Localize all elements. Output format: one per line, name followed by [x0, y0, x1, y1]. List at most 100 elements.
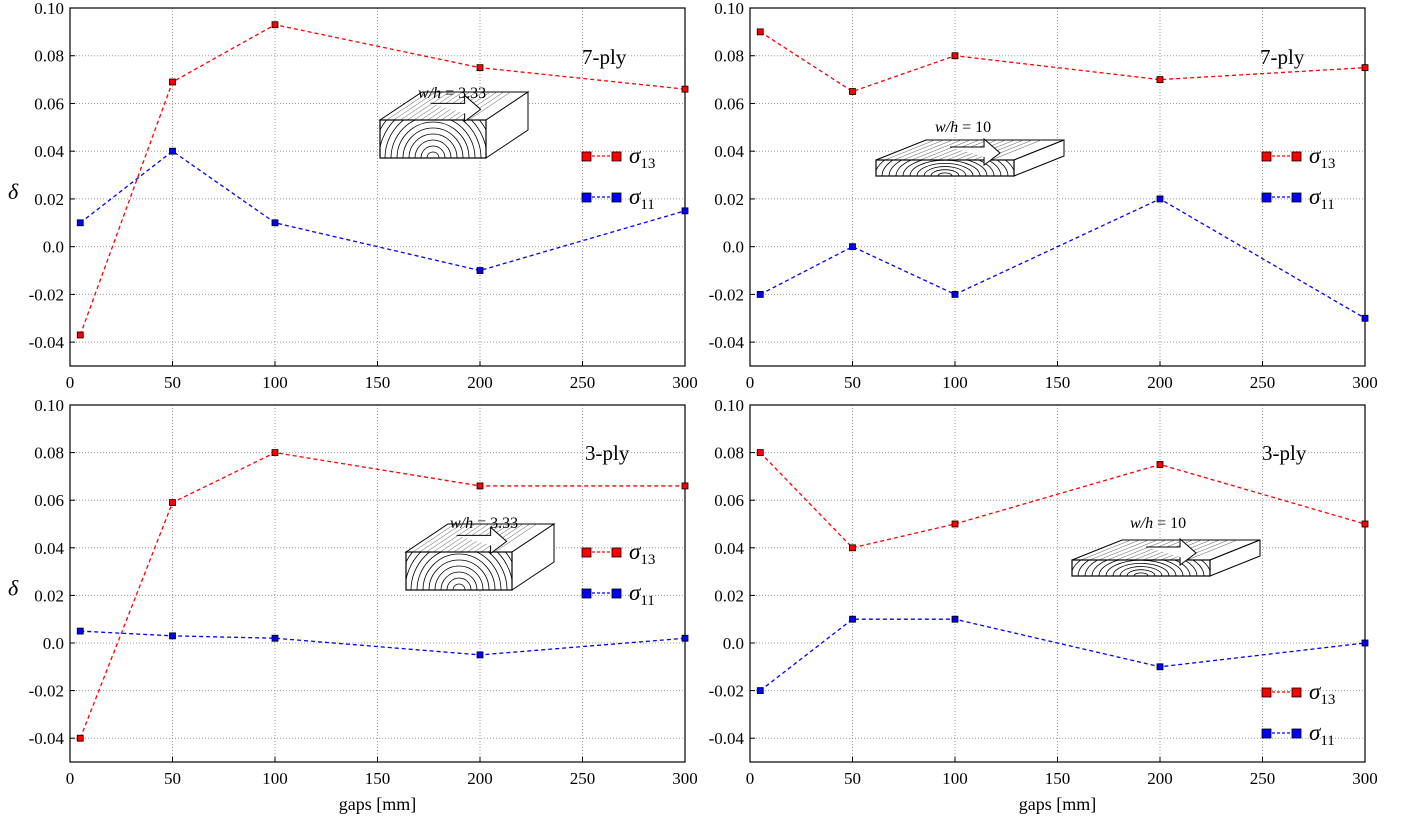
series-line-11	[759, 198, 1366, 319]
legend-symbol: σ	[629, 539, 642, 564]
beam-grain-line	[468, 91, 511, 121]
growth-rings	[380, 120, 486, 158]
data-point-11	[681, 207, 689, 215]
aspect-ratio-label: w/h = 3.33	[418, 85, 486, 102]
beam-front-face	[1071, 559, 1211, 577]
x-tick-label: 300	[672, 373, 698, 392]
legend-marker	[581, 547, 592, 558]
growth-ring-arc	[402, 127, 464, 158]
growth-ring-arc	[410, 552, 508, 590]
x-tick-label: 300	[1352, 373, 1378, 392]
growth-rings	[1072, 560, 1210, 576]
growth-ring-arc	[1126, 569, 1156, 576]
y-tick-label: 0.08	[34, 47, 64, 66]
beam-grain-line	[920, 139, 971, 161]
growth-ring-arc	[408, 133, 458, 158]
data-point-11	[271, 219, 279, 227]
data-point-13	[1156, 76, 1164, 83]
growth-ring-arc	[916, 163, 974, 176]
ply-label: 7-ply	[582, 45, 627, 69]
beam-grain-line	[439, 523, 483, 553]
data-point-11	[476, 651, 484, 659]
growth-ring-arc	[396, 121, 470, 158]
beam-grain-line	[386, 91, 429, 121]
aspect-ratio-value: = 10	[1153, 515, 1186, 532]
data-point-13	[951, 52, 959, 60]
y-tick-label: -0.04	[29, 729, 65, 748]
legend-marker	[611, 547, 622, 558]
y-tick-label: -0.04	[709, 729, 745, 748]
growth-ring-arc	[881, 160, 1009, 176]
x-tick-label: 0	[66, 373, 75, 392]
beam-grain-line	[393, 91, 436, 121]
legend-label: σ13	[1309, 679, 1335, 708]
beam-grain-line	[991, 139, 1042, 161]
gap-arrow-icon	[430, 94, 482, 123]
beam-grain-line	[884, 139, 935, 161]
series-line-11	[759, 618, 1366, 692]
x-tick-label: 50	[164, 373, 181, 392]
wood-beam-illustration	[404, 523, 556, 591]
beam-grain-line	[929, 139, 980, 161]
data-point-13	[849, 88, 856, 95]
wood-beam-illustration	[378, 91, 530, 159]
growth-ring-arc	[1077, 560, 1205, 576]
x-tick-label: 0	[66, 769, 75, 788]
growth-ring-arc	[434, 565, 484, 590]
data-point-13	[476, 64, 484, 72]
aspect-ratio-symbol: w/h	[1130, 515, 1153, 532]
x-tick-label: 300	[1352, 769, 1378, 788]
legend-marker	[1291, 687, 1302, 698]
x-tick-label: 50	[164, 769, 181, 788]
data-point-11	[169, 147, 176, 155]
x-tick-label: 250	[570, 769, 596, 788]
legend-symbol: σ	[1309, 143, 1322, 168]
y-tick-label: 0.08	[714, 47, 744, 66]
ply-label: 7-ply	[1260, 45, 1305, 69]
series-line-11	[80, 630, 686, 656]
legend-marker	[581, 192, 592, 203]
data-point-11	[169, 632, 176, 640]
x-tick-label: 0	[746, 373, 755, 392]
aspect-ratio-label: w/h = 3.33	[450, 515, 518, 532]
beam-grain-line	[494, 523, 537, 553]
x-axis-label: gaps [mm]	[1019, 794, 1096, 814]
growth-ring-arc	[1133, 572, 1149, 576]
x-tick-label: 150	[365, 373, 391, 392]
gap-arrow-icon	[1146, 537, 1197, 566]
growth-rings	[406, 552, 512, 590]
x-tick-label: 150	[1045, 769, 1071, 788]
y-tick-label: 0.0	[723, 634, 744, 653]
growth-ring-arc	[923, 166, 967, 176]
data-point-11	[476, 267, 484, 274]
y-tick-label: 0.0	[43, 238, 64, 257]
legend-marker	[1291, 192, 1302, 203]
beam-grain-line	[1080, 539, 1131, 561]
beam-grain-line	[1107, 539, 1158, 561]
beam-grain-line	[413, 91, 457, 121]
y-tick-label: 0.06	[714, 94, 744, 113]
growth-ring-arc	[937, 172, 953, 176]
growth-rings	[876, 160, 1014, 176]
legend-label: σ11	[629, 184, 655, 213]
y-tick-label: 0.10	[714, 0, 744, 18]
growth-ring-arc	[1072, 560, 1210, 573]
data-point-13	[271, 449, 279, 457]
y-tick-label: 0.02	[34, 586, 64, 605]
data-point-13	[1361, 64, 1369, 72]
beam-grain-line	[1098, 539, 1149, 561]
x-tick-label: 100	[262, 769, 288, 788]
beam-grain-line	[407, 91, 450, 121]
x-tick-label: 100	[262, 373, 288, 392]
wood-beam-illustration	[1071, 537, 1261, 577]
aspect-ratio-value: = 10	[958, 119, 991, 136]
y-tick-label: 0.08	[34, 444, 64, 463]
legend-marker	[581, 151, 592, 162]
growth-ring-arc	[888, 160, 1002, 176]
growth-ring-arc	[876, 160, 1014, 162]
growth-ring-arc	[902, 160, 988, 176]
growth-ring-arc	[414, 139, 452, 158]
legend-symbol: σ	[1309, 720, 1322, 745]
beam-grain-line	[433, 523, 476, 553]
